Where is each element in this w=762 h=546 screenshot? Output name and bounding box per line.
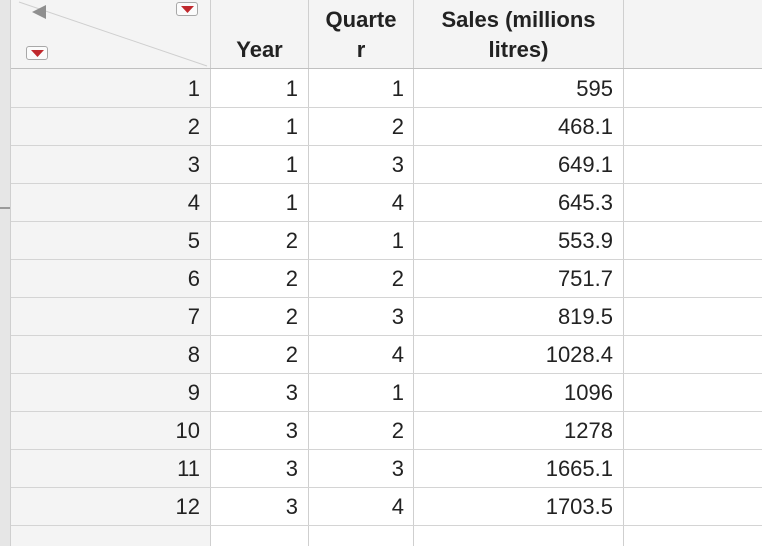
cell-quarter[interactable]: 4: [391, 342, 404, 367]
row-number[interactable]: 9: [187, 380, 200, 405]
row-divider: [11, 183, 762, 184]
row-number[interactable]: 5: [187, 228, 200, 253]
panel-resize-handle[interactable]: [0, 207, 10, 209]
row-divider: [11, 373, 762, 374]
cell-sales[interactable]: 1665.1: [545, 456, 613, 481]
row-number[interactable]: 4: [187, 190, 200, 215]
row-divider: [11, 449, 762, 450]
row-number[interactable]: 11: [177, 456, 200, 481]
column-divider: [308, 0, 309, 546]
cell-sales[interactable]: 819.5: [557, 304, 613, 329]
table-row[interactable]: 3 1 3 649.1: [0, 145, 762, 183]
column-header-label: Year: [236, 37, 283, 62]
table-row[interactable]: 11 3 3 1665.1: [0, 449, 762, 487]
cell-year[interactable]: 3: [285, 380, 298, 405]
column-header-label: r: [356, 37, 366, 62]
row-number[interactable]: 12: [175, 494, 200, 519]
cell-quarter[interactable]: 1: [391, 380, 404, 405]
column-header-year[interactable]: Year: [211, 0, 308, 68]
cell-quarter[interactable]: 2: [391, 418, 404, 443]
cell-year[interactable]: 1: [285, 114, 298, 139]
column-header-label: litres): [488, 37, 549, 62]
cell-sales[interactable]: 751.7: [557, 266, 613, 291]
cell-quarter[interactable]: 4: [391, 190, 404, 215]
column-header-bar: [211, 0, 762, 69]
cell-sales[interactable]: 1278: [564, 418, 613, 443]
cell-quarter[interactable]: 3: [391, 304, 404, 329]
table-row[interactable]: 1 1 1 595: [0, 69, 762, 107]
left-panel-strip: [0, 0, 11, 546]
row-number[interactable]: 8: [187, 342, 200, 367]
table-row[interactable]: 2 1 2 468.1: [0, 107, 762, 145]
cell-year[interactable]: 3: [285, 494, 298, 519]
header-divider: [11, 68, 762, 69]
cell-sales[interactable]: 595: [576, 76, 613, 101]
column-divider: [413, 0, 414, 546]
table-menu-dropdown[interactable]: [176, 2, 198, 16]
cell-year[interactable]: 2: [285, 228, 298, 253]
corner-diagonal: [18, 1, 208, 67]
table-row[interactable]: 6 2 2 751.7: [0, 259, 762, 297]
cell-year[interactable]: 1: [285, 76, 298, 101]
dropdown-triangle-icon: [31, 50, 44, 57]
row-number[interactable]: 1: [187, 76, 200, 101]
dropdown-triangle-icon: [181, 6, 194, 13]
table-row[interactable]: 9 3 1 1096: [0, 373, 762, 411]
cell-quarter[interactable]: 3: [391, 456, 404, 481]
cell-quarter[interactable]: 2: [391, 114, 404, 139]
table-corner: [11, 0, 210, 69]
column-header-label: Quarte: [325, 7, 397, 32]
cell-year[interactable]: 3: [285, 456, 298, 481]
cell-sales[interactable]: 645.3: [557, 190, 613, 215]
cell-sales[interactable]: 553.9: [557, 228, 613, 253]
cell-sales[interactable]: 468.1: [557, 114, 613, 139]
column-divider: [210, 0, 211, 546]
row-number[interactable]: 10: [175, 418, 200, 443]
row-number[interactable]: 3: [187, 152, 200, 177]
table-row[interactable]: 5 2 1 553.9: [0, 221, 762, 259]
cell-year[interactable]: 2: [285, 304, 298, 329]
table-row[interactable]: 10 3 2 1278: [0, 411, 762, 449]
cell-year[interactable]: 3: [285, 418, 298, 443]
cell-sales[interactable]: 1096: [564, 380, 613, 405]
row-divider: [11, 145, 762, 146]
cell-quarter[interactable]: 3: [391, 152, 404, 177]
row-divider: [11, 297, 762, 298]
row-number[interactable]: 2: [187, 114, 200, 139]
cell-quarter[interactable]: 1: [391, 228, 404, 253]
row-number-column: [11, 69, 210, 546]
table-row[interactable]: 8 2 4 1028.4: [0, 335, 762, 373]
rows-menu-dropdown[interactable]: [26, 46, 48, 60]
row-divider: [11, 487, 762, 488]
cell-sales[interactable]: 1028.4: [545, 342, 613, 367]
column-header-quarter[interactable]: Quarte r: [309, 0, 413, 68]
column-header-label: Sales (millions: [441, 7, 596, 32]
table-row[interactable]: 7 2 3 819.5: [0, 297, 762, 335]
cell-year[interactable]: 2: [285, 266, 298, 291]
cell-sales[interactable]: 1703.5: [545, 494, 613, 519]
row-divider: [11, 107, 762, 108]
cell-year[interactable]: 2: [285, 342, 298, 367]
row-divider: [11, 335, 762, 336]
cell-year[interactable]: 1: [285, 152, 298, 177]
row-divider: [11, 411, 762, 412]
triangle-left-icon[interactable]: [30, 3, 50, 21]
table-row[interactable]: 12 3 4 1703.5: [0, 487, 762, 525]
row-divider: [11, 259, 762, 260]
row-divider: [11, 525, 762, 526]
cell-quarter[interactable]: 4: [391, 494, 404, 519]
column-divider: [623, 0, 624, 546]
column-header-sales[interactable]: Sales (millions litres): [414, 0, 623, 68]
cell-sales[interactable]: 649.1: [557, 152, 613, 177]
row-divider: [11, 221, 762, 222]
cell-quarter[interactable]: 1: [391, 76, 404, 101]
cell-quarter[interactable]: 2: [391, 266, 404, 291]
row-number[interactable]: 6: [187, 266, 200, 291]
cell-year[interactable]: 1: [285, 190, 298, 215]
row-number[interactable]: 7: [187, 304, 200, 329]
table-row[interactable]: 4 1 4 645.3: [0, 183, 762, 221]
